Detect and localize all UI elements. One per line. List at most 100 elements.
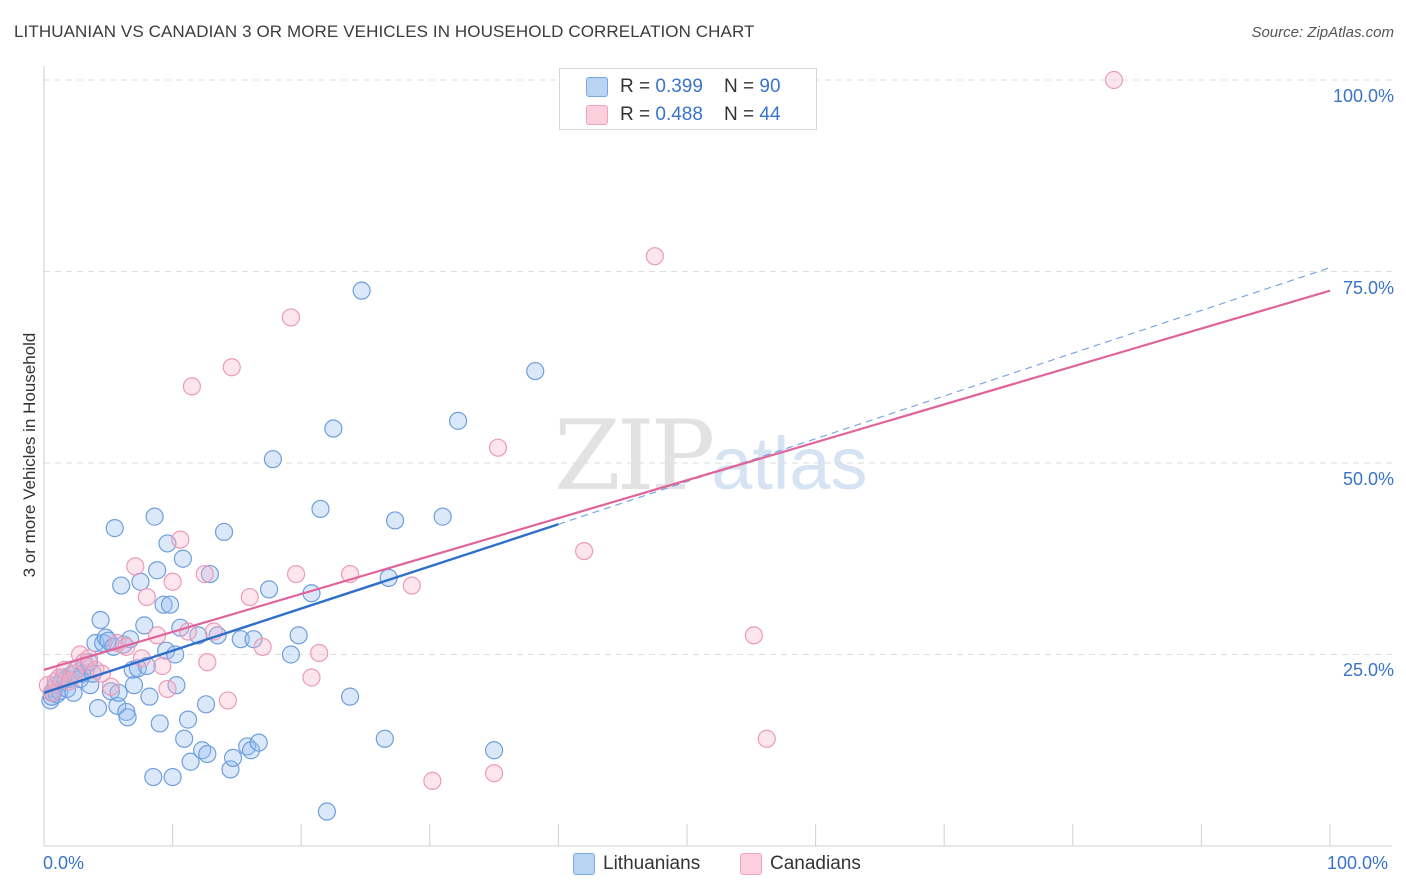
lithuanian-point — [96, 628, 115, 647]
x-tick-label: 0.0% — [43, 853, 85, 873]
canadian-point — [101, 677, 120, 696]
correlation-legend: R = 0.399 N = 90 R = 0.488 N = 44 — [559, 68, 817, 130]
canadian-point — [195, 564, 214, 584]
canadian-point — [744, 626, 763, 645]
lithuanian-point — [181, 752, 200, 771]
y-tick-label: 50.0% — [1342, 469, 1394, 489]
lithuanian-point — [145, 507, 164, 526]
lithuanian-point — [340, 687, 360, 706]
canadian-point — [302, 668, 321, 687]
lithuanian-point — [317, 802, 337, 821]
canadian-point — [757, 729, 776, 748]
lithuanian-point — [231, 630, 250, 649]
lithuanian-point — [163, 767, 182, 787]
canadian-point — [645, 247, 664, 266]
canadian-point — [286, 564, 306, 584]
lithuanian-point — [175, 729, 194, 748]
canadian-trend-line — [43, 289, 1331, 671]
series-label: Canadians — [770, 853, 861, 874]
legend-swatch-blue — [573, 853, 595, 875]
legend-swatch-pink — [586, 105, 608, 125]
lithuanian-point — [352, 281, 371, 300]
lithuanian-point — [214, 522, 234, 542]
lithuanian-point — [289, 626, 308, 645]
canadian-point — [182, 377, 201, 396]
legend-text: R = 0.488 N = 44 — [620, 104, 781, 126]
lithuanian-point — [221, 760, 240, 779]
r-value: 0.399 — [655, 76, 703, 97]
lithuanian-point — [124, 676, 144, 695]
lithuanian-point — [375, 729, 394, 748]
canadian-point — [163, 572, 182, 591]
chart-title: LITHUANIAN VS CANADIAN 3 OR MORE VEHICLE… — [14, 22, 755, 41]
canadian-point — [1104, 70, 1124, 90]
lithuanian-point — [433, 507, 452, 526]
lithuanian-point — [91, 610, 110, 630]
lithuanian-point — [448, 411, 468, 430]
lithuanian-point — [385, 511, 405, 530]
y-axis-label: 3 or more Vehicles in Household — [20, 332, 39, 578]
x-tick-label: 100.0% — [1327, 853, 1389, 873]
canadian-point — [178, 622, 198, 641]
canadian-point — [310, 643, 329, 663]
lithuanian-point — [108, 696, 127, 715]
canadian-point — [137, 587, 156, 607]
lithuanian-point — [196, 695, 216, 714]
canadian-point — [575, 541, 594, 561]
lithuanian-point — [178, 710, 198, 729]
lithuanian-point — [485, 741, 504, 760]
lithuanian-point — [241, 741, 261, 760]
r-label: R = — [620, 76, 656, 97]
lithuanian-point — [140, 687, 159, 706]
canadian-point — [126, 557, 145, 576]
canadian-point — [198, 653, 217, 672]
lithuanian-point — [160, 595, 180, 614]
canadian-point — [488, 438, 508, 457]
lithuanian-point — [526, 361, 545, 381]
legend-swatch-pink — [740, 853, 762, 875]
source-label: Source: ZipAtlas.com — [1251, 24, 1394, 41]
canadian-point — [253, 637, 272, 656]
canadian-point — [171, 530, 190, 549]
lithuanian-point — [173, 549, 192, 568]
lithuanian-point — [249, 733, 268, 752]
series-label: Lithuanians — [603, 853, 701, 874]
lithuanian-point — [150, 714, 169, 733]
canadian-point — [158, 679, 177, 699]
lithuanian-point — [135, 616, 154, 635]
lithuanian-point — [198, 744, 217, 764]
n-value: 44 — [759, 104, 781, 125]
legend-swatch-blue — [586, 77, 608, 97]
canadian-point — [485, 764, 504, 783]
lithuanian-point — [105, 519, 124, 538]
lithuanian-point — [148, 561, 167, 580]
y-tick-label: 100.0% — [1332, 86, 1394, 106]
lithuanian-point — [88, 699, 108, 718]
lithuanian-point — [263, 450, 283, 469]
y-tick-label: 25.0% — [1342, 660, 1394, 680]
lithuanian-point — [112, 576, 131, 595]
canadian-point — [423, 771, 442, 790]
r-label: R = — [620, 104, 656, 125]
lithuanian-point — [281, 645, 301, 664]
lithuanian-point — [167, 676, 186, 695]
n-label: N = — [724, 104, 760, 125]
watermark-zip: ZIP — [554, 400, 715, 512]
lithuanian-point — [144, 767, 163, 787]
lithuanian-point — [324, 419, 343, 438]
lithuanian-point — [223, 748, 243, 768]
lithuanian-point — [131, 572, 150, 591]
n-label: N = — [724, 76, 760, 97]
legend-text: R = 0.399 N = 90 — [620, 76, 781, 98]
lithuanian-trend-line — [43, 523, 559, 694]
canadian-point — [281, 308, 301, 327]
lithuanian-point — [118, 708, 137, 727]
lithuanian-point — [200, 564, 219, 584]
n-value: 90 — [759, 76, 781, 97]
canadian-point — [153, 656, 172, 676]
canadian-point — [222, 358, 241, 377]
canadian-point — [240, 587, 259, 607]
lithuanian-point — [154, 595, 173, 614]
canadian-point — [402, 576, 421, 595]
